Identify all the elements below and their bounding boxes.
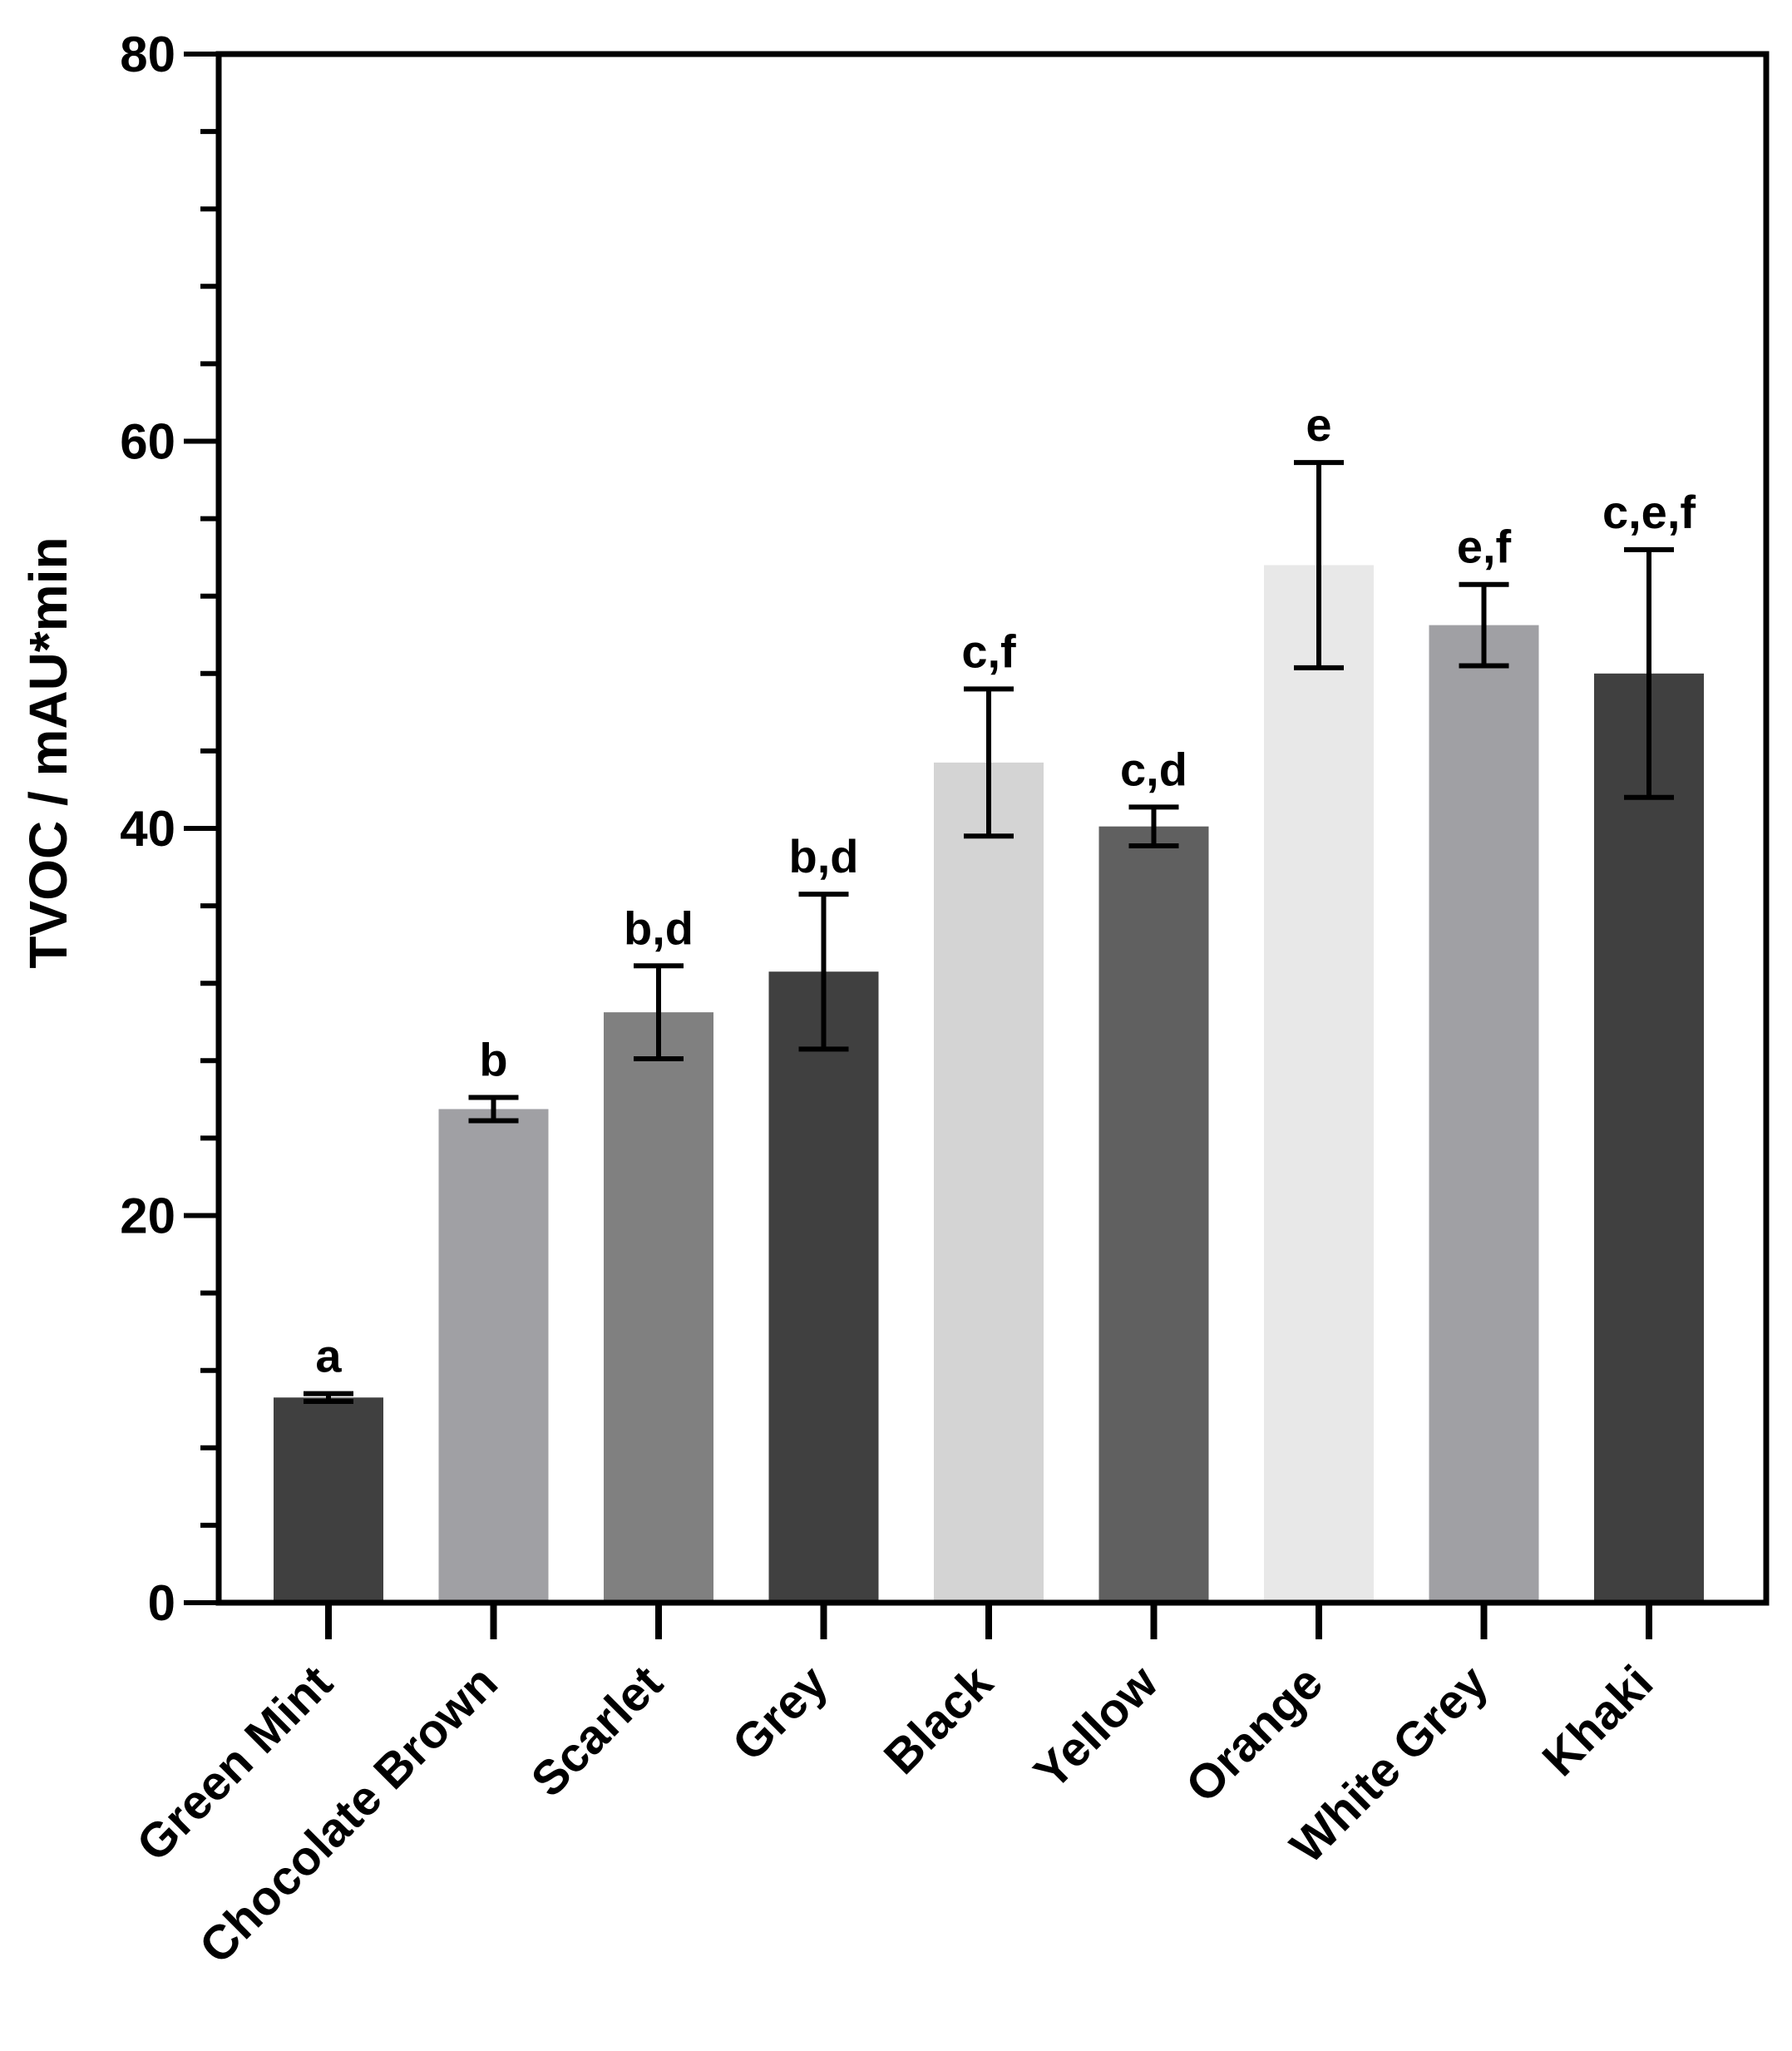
bar-8 (1594, 673, 1704, 1603)
significance-label-5: c,d (1120, 743, 1187, 795)
error-bar-0 (304, 1391, 353, 1404)
x-tick-label-6: Orange (1176, 1655, 1334, 1813)
x-tick-label-4: Black (874, 1655, 1004, 1785)
y-tick-label-4: 80 (120, 27, 175, 82)
significance-label-2: b,d (624, 902, 694, 954)
significance-label-1: b (479, 1034, 507, 1086)
y-tick-label-0: 0 (148, 1575, 175, 1631)
error-bar-4 (964, 686, 1014, 839)
significance-label-7: e,f (1457, 521, 1512, 573)
y-ticks-layer: 0 20 40 60 80 (120, 27, 219, 1631)
significance-label-6: e (1306, 398, 1331, 451)
error-bar-5 (1128, 804, 1179, 848)
x-tick-label-5: Yellow (1024, 1655, 1168, 1800)
bar-6 (1264, 565, 1374, 1604)
bar-0 (274, 1397, 383, 1603)
significance-label-3: b,d (789, 830, 859, 882)
bar-7 (1429, 625, 1539, 1603)
error-bars-layer (304, 460, 1674, 1404)
significance-label-0: a (315, 1330, 342, 1382)
error-bar-3 (798, 892, 849, 1052)
error-bar-8 (1624, 546, 1674, 800)
y-axis-label: TVOC / mAU*min (18, 536, 78, 968)
significance-label-8: c,e,f (1602, 486, 1696, 538)
significance-labels-layer: a b b,d b,d c,f c,d e e,f c,e,f (315, 398, 1696, 1382)
bar-2 (604, 1012, 713, 1603)
bar-4 (934, 762, 1044, 1603)
error-bar-6 (1294, 460, 1344, 670)
y-tick-label-1: 20 (120, 1189, 175, 1244)
bar-3 (768, 971, 879, 1603)
bar-1 (438, 1109, 549, 1603)
bars-layer (274, 565, 1704, 1604)
x-tick-label-1: Chocolate Brown (189, 1655, 507, 1974)
x-tick-label-2: Scarlet (521, 1655, 673, 1807)
error-bar-2 (634, 963, 684, 1061)
significance-label-4: c,f (961, 625, 1016, 677)
bar-5 (1098, 826, 1209, 1603)
y-tick-label-3: 60 (120, 414, 175, 470)
y-tick-label-2: 40 (120, 801, 175, 857)
error-bar-1 (468, 1095, 519, 1124)
x-tick-label-3: Grey (722, 1655, 837, 1771)
x-tick-label-8: Khaki (1533, 1655, 1664, 1787)
error-bar-7 (1459, 581, 1509, 669)
